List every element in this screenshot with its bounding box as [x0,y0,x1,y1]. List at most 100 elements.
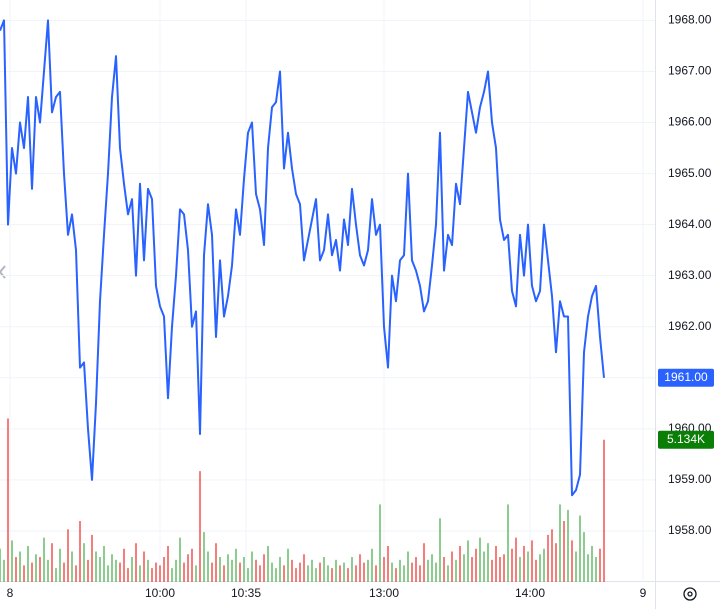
volume-bar [235,548,237,582]
volume-bar [195,565,197,582]
volume-bar [3,559,5,582]
volume-bar [363,562,365,582]
volume-bar [431,554,433,582]
volume-bar [375,565,377,582]
volume-bar [403,565,405,582]
volume-bar [307,565,309,582]
volume-bar [159,565,161,582]
volume-bar [455,559,457,582]
volume-bar [559,504,561,582]
y-tick-label: 1965.00 [668,166,712,180]
volume-bar [47,559,49,582]
volume-bar [279,557,281,582]
volume-bar [199,471,201,582]
settings-icon[interactable] [683,587,697,601]
volume-bar [315,568,317,582]
volume-bar [439,518,441,582]
volume-bar [583,532,585,582]
volume-bar [491,559,493,582]
volume-bar [347,568,349,582]
volume-bar [359,554,361,582]
y-tick-label: 1968.00 [668,13,712,27]
price-tag [658,368,714,387]
volume-bar [263,554,265,582]
volume-bar [163,557,165,582]
volume-bar [463,554,465,582]
volume-bar [211,562,213,582]
volume-bar [111,554,113,582]
volume-bar [499,557,501,582]
volume-bar [135,543,137,582]
volume-bar [351,557,353,582]
volume-bar [291,559,293,582]
volume-bar [59,548,61,582]
volume-bar [399,559,401,582]
volume-bar [99,557,101,582]
volume-bar [71,551,73,582]
gear-outer [683,587,697,601]
volume-bar [91,534,93,582]
volume-bar [203,532,205,582]
volume-bar [571,540,573,582]
price-tag-label: 5.134K [667,432,705,446]
volume-bar [323,557,325,582]
volume-bar [259,565,261,582]
volume-bar [103,545,105,582]
x-tick-label: 13:00 [369,586,399,600]
volume-bar [371,548,373,582]
volume-bar [79,521,81,582]
volume-bars [0,418,605,582]
volume-bar [547,534,549,582]
volume-bar [479,537,481,582]
volume-bar [119,562,121,582]
volume-bar [551,529,553,582]
volume-bar [387,545,389,582]
volume-bar [243,557,245,582]
volume-bar [311,559,313,582]
volume-bar [367,559,369,582]
volume-bar [327,565,329,582]
volume-bar [223,565,225,582]
volume-bar [255,559,257,582]
volume-bar [7,418,9,582]
volume-bar [343,562,345,582]
volume-bar [543,548,545,582]
volume-bar [143,551,145,582]
volume-bar [471,557,473,582]
volume-bar [175,559,177,582]
volume-bar [591,545,593,582]
volume-bar [415,557,417,582]
volume-bar [567,509,569,582]
volume-bar [207,551,209,582]
volume-bar [539,554,541,582]
volume-bar [275,568,277,582]
volume-bar [423,543,425,582]
volume-bar [427,559,429,582]
volume-bar [131,557,133,582]
volume-bar [391,562,393,582]
volume-bar [183,562,185,582]
volume-bar [0,548,1,582]
y-tick-label: 1963.00 [668,268,712,282]
volume-bar [31,562,33,582]
volume-bar [215,543,217,582]
volume-bar [179,537,181,582]
volume-bar [507,504,509,582]
volume-bar [411,562,413,582]
volume-bar [171,568,173,582]
volume-bar [123,548,125,582]
volume-bar [127,568,129,582]
y-tick-label: 1966.00 [668,115,712,129]
y-tick-label: 1962.00 [668,319,712,333]
volume-bar [231,559,233,582]
volume-bar [355,565,357,582]
volume-bar [87,559,89,582]
volume-bar [167,545,169,582]
volume-bar [599,548,601,582]
volume-bar [383,557,385,582]
volume-bar [563,521,565,582]
volume-bar [283,565,285,582]
volume-bar [219,557,221,582]
